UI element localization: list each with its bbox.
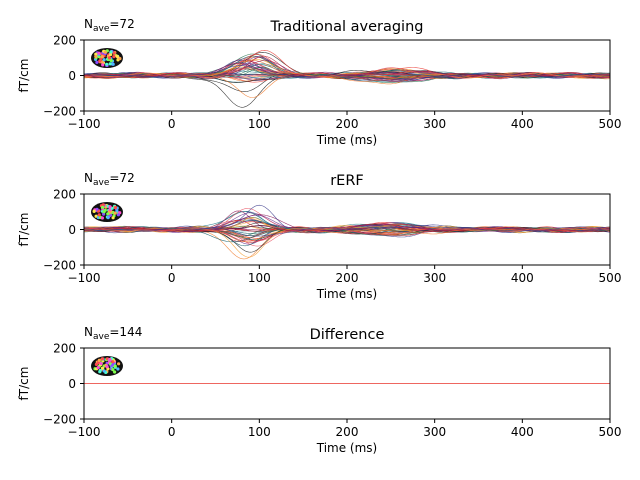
x-tick-label: −100 [68,425,101,439]
x-axis-label: Time (ms) [316,133,378,147]
x-tick-label: 100 [248,117,271,131]
x-axis-label: Time (ms) [316,441,378,455]
x-tick-label: 0 [168,117,176,131]
x-tick-label: 400 [511,425,534,439]
y-tick-label: 0 [68,223,76,237]
x-tick-label: 0 [168,271,176,285]
sensor-layout-icon [91,48,123,68]
panel-title: Difference [310,327,385,343]
panel-traditional-averaging: −100 0 100 200 300 400 500 −200 0 200 Time (ms) fT/… [17,17,621,147]
sensor-layout-icon [91,202,123,222]
nave-label: Nave=72 [84,17,135,34]
x-tick-label: 500 [599,117,622,131]
y-tick-label: 0 [68,69,76,83]
panel-title: Traditional averaging [270,19,424,35]
x-tick-label: −100 [68,117,101,131]
x-tick-label: 200 [336,271,359,285]
x-axis-label: Time (ms) [316,287,378,301]
channel-trace [84,224,610,237]
y-tick-label: 0 [68,377,76,391]
channel-trace [84,65,610,82]
panel-difference: −100 0 100 200 300 400 500 −200 0 200 Time (ms) fT/… [17,325,621,455]
x-tick-label: 200 [336,117,359,131]
nave-label: Nave=144 [84,325,142,342]
channel-trace [84,63,610,80]
y-axis-label: fT/cm [17,367,31,401]
panel-title: rERF [330,173,364,189]
y-tick-label: 200 [53,188,76,202]
x-tick-label: 500 [599,425,622,439]
x-tick-label: 400 [511,117,534,131]
y-axis-label: fT/cm [17,213,31,247]
x-tick-label: 200 [336,425,359,439]
sensor-layout-icon [91,356,123,376]
x-tick-label: 300 [423,271,446,285]
channel-trace [84,70,610,83]
x-tick-label: −100 [68,271,101,285]
y-tick-label: −200 [43,105,76,119]
y-axis-label: fT/cm [17,59,31,93]
nave-label: Nave=72 [84,171,135,188]
y-tick-label: −200 [43,259,76,273]
x-tick-label: 500 [599,271,622,285]
x-tick-label: 400 [511,271,534,285]
x-tick-label: 0 [168,425,176,439]
x-tick-label: 300 [423,425,446,439]
panel-rerf: −100 0 100 200 300 400 500 −200 0 200 Time (ms) fT/… [17,171,621,301]
y-tick-label: 200 [53,34,76,48]
traces [84,49,610,108]
y-tick-label: 200 [53,342,76,356]
panels: −100 0 100 200 300 400 500 −200 0 200 Time (ms) fT/… [17,17,621,455]
x-tick-label: 100 [248,271,271,285]
x-tick-label: 100 [248,425,271,439]
traces [84,204,610,260]
x-tick-label: 300 [423,117,446,131]
y-tick-label: −200 [43,413,76,427]
